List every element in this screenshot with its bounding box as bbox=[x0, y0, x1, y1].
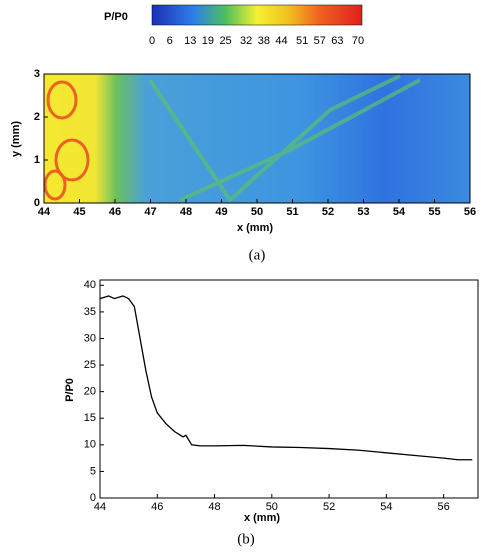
colorbar-label: P/P0 bbox=[104, 11, 128, 23]
x-tick-label: 55 bbox=[428, 206, 440, 218]
contour-field bbox=[44, 74, 470, 203]
y-tick-label: 35 bbox=[84, 306, 96, 318]
x-tick-label: 46 bbox=[109, 206, 121, 218]
x-axis-label: x (mm) bbox=[244, 512, 280, 524]
x-tick-label: 52 bbox=[323, 501, 335, 513]
data-line bbox=[99, 295, 473, 461]
colorbar-tick-label: 19 bbox=[202, 35, 214, 47]
x-tick-label: 54 bbox=[380, 501, 392, 513]
y-tick-label: 30 bbox=[84, 332, 96, 344]
colorbar-tick-label: 13 bbox=[184, 35, 196, 47]
x-tick-label: 44 bbox=[38, 206, 51, 218]
x-tick-label: 56 bbox=[464, 206, 476, 218]
x-tick-label: 53 bbox=[357, 206, 369, 218]
x-tick-label: 44 bbox=[94, 501, 106, 513]
colorbar-tick-label: 25 bbox=[219, 35, 231, 47]
y-tick-label: 5 bbox=[90, 465, 96, 477]
plot-frame bbox=[99, 279, 479, 499]
x-tick-label: 47 bbox=[144, 206, 156, 218]
y-tick-label: 0 bbox=[90, 492, 96, 504]
y-tick-label: 10 bbox=[84, 439, 96, 451]
x-axis-label: x (mm) bbox=[237, 222, 273, 234]
caption: (b) bbox=[237, 531, 255, 547]
colorbar-tick-label: 38 bbox=[258, 35, 270, 47]
caption: (a) bbox=[249, 247, 266, 263]
x-tick-label: 50 bbox=[251, 206, 263, 218]
y-tick-label: 1 bbox=[34, 154, 40, 166]
x-tick-label: 46 bbox=[151, 501, 163, 513]
colorbar-tick-label: 6 bbox=[167, 35, 173, 47]
x-tick-label: 45 bbox=[73, 206, 85, 218]
y-tick-label: 0 bbox=[34, 197, 40, 209]
x-tick-label: 48 bbox=[180, 206, 192, 218]
x-tick-label: 54 bbox=[393, 206, 406, 218]
colorbar-tick-label: 0 bbox=[149, 35, 155, 47]
contour-detail bbox=[43, 80, 90, 201]
y-tick-label: 2 bbox=[34, 111, 40, 123]
x-tick-label: 50 bbox=[266, 501, 278, 513]
x-tick-label: 49 bbox=[215, 206, 227, 218]
y-axis-label: y (mm) bbox=[10, 121, 22, 157]
y-tick-label: 3 bbox=[34, 68, 40, 80]
y-tick-label: 15 bbox=[84, 412, 96, 424]
y-tick-label: 25 bbox=[84, 359, 96, 371]
colorbar-tick-label: 63 bbox=[331, 35, 343, 47]
y-axis-label: P/P0 bbox=[64, 378, 76, 402]
x-tick-label: 48 bbox=[208, 501, 220, 513]
x-tick-label: 51 bbox=[286, 206, 298, 218]
y-tick-label: 20 bbox=[84, 386, 96, 398]
colorbar-tick-label: 32 bbox=[240, 35, 252, 47]
colorbar-tick-label: 57 bbox=[314, 35, 326, 47]
x-tick-label: 52 bbox=[322, 206, 334, 218]
colorbar-tick-label: 51 bbox=[296, 35, 308, 47]
y-tick-label: 40 bbox=[84, 279, 96, 291]
colorbar bbox=[151, 4, 363, 26]
colorbar-tick-label: 70 bbox=[352, 35, 364, 47]
x-tick-label: 56 bbox=[438, 501, 450, 513]
colorbar-tick-label: 44 bbox=[275, 35, 287, 47]
contour-detail bbox=[148, 74, 421, 204]
